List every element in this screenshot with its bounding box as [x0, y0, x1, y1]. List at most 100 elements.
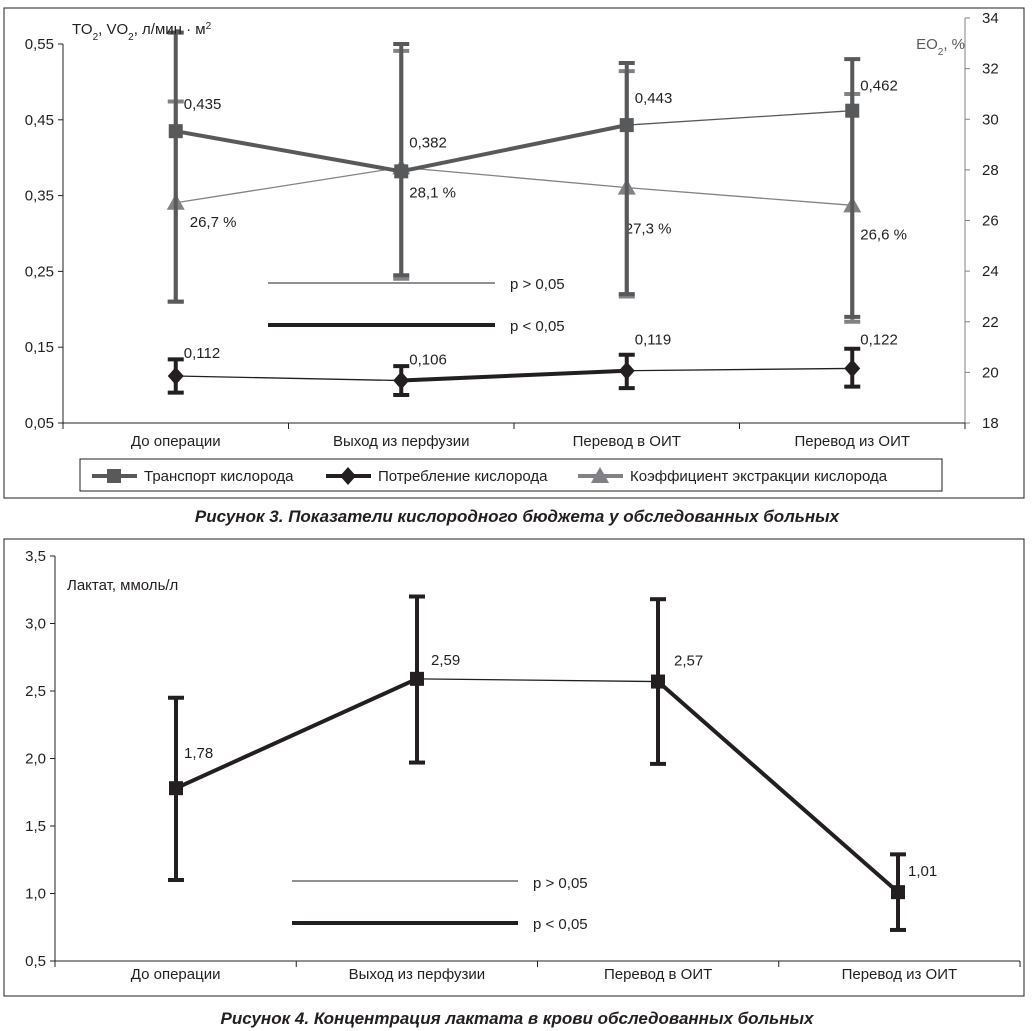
- left-tick-label: 0,25: [25, 263, 54, 280]
- series-segment: [626, 186, 853, 206]
- figure-4-significance-key: p > 0,05 p < 0,05: [292, 875, 588, 933]
- figure-4-series: 1,78 2,59 2,57 1,01: [168, 594, 937, 932]
- data-label: 1,78: [184, 745, 213, 762]
- data-label: 2,59: [431, 652, 460, 669]
- data-label: 0,462: [860, 78, 898, 95]
- left-tick-label: 0,05: [25, 415, 54, 432]
- figure-3-left-axis-label: TO2, VO2, л/мин · м2: [72, 21, 212, 43]
- key-thick-label: p < 0,05: [510, 318, 565, 335]
- key-thin-label: p > 0,05: [510, 276, 565, 293]
- legend-entry-label: Коэффициент экстракции кислорода: [630, 468, 888, 485]
- data-point-marker: [167, 367, 184, 386]
- data-label: 0,106: [409, 352, 447, 369]
- figure-3-significance-key: p > 0,05 p < 0,05: [268, 276, 565, 335]
- data-point-marker: [169, 781, 183, 796]
- series-segment: [656, 680, 900, 894]
- left-tick-label: 0,35: [25, 188, 54, 205]
- y-tick-label: 3,5: [25, 548, 46, 565]
- right-tick-label: 20: [982, 364, 999, 381]
- x-tick-label: До операции: [131, 966, 221, 983]
- data-point-marker: [845, 103, 860, 118]
- data-point-marker: [891, 885, 905, 900]
- left-tick-label: 0,45: [25, 112, 54, 129]
- data-label: 26,7 %: [190, 214, 237, 231]
- right-tick-label: 28: [982, 162, 999, 179]
- legend-entry-label: Потребление кислорода: [378, 468, 548, 485]
- error-bar: [167, 30, 184, 304]
- legend-swatch-marker: [591, 467, 609, 483]
- data-label: 0,112: [184, 345, 220, 362]
- data-point-marker: [619, 118, 634, 133]
- data-label: 1,01: [908, 863, 937, 880]
- figure-4-frame: [3, 538, 1025, 997]
- key-thick-label: p < 0,05: [533, 916, 588, 933]
- key-thin-label: p > 0,05: [533, 875, 588, 892]
- y-tick-label: 0,5: [25, 953, 46, 970]
- figure-4-caption: Рисунок 4. Концентрация лактата в крови …: [221, 1009, 815, 1028]
- series-segment: [400, 123, 628, 174]
- data-point-marker: [618, 361, 635, 380]
- data-point-marker: [844, 359, 861, 378]
- x-tick-label: До операции: [131, 433, 221, 450]
- right-tick-label: 18: [982, 415, 999, 432]
- figure-4-axes: 0,5 1,0 1,5 2,0 2,5 3,0 3,5 До операции Выход из…: [25, 548, 1021, 983]
- data-point-marker: [168, 124, 183, 139]
- y-tick-label: 1,0: [25, 886, 46, 903]
- error-bar: [393, 42, 410, 278]
- data-label: 28,1 %: [409, 184, 456, 201]
- data-label: 0,435: [184, 96, 222, 113]
- data-label: 26,6 %: [860, 226, 907, 243]
- figure-3-axes: 0,05 0,15 0,25 0,35 0,45 0,55 18 20 22 24 26 28 30 32…: [25, 10, 999, 450]
- x-tick-label: Выход из перфузии: [333, 433, 470, 450]
- figure-3-right-axis-label: EO2, %: [916, 36, 965, 58]
- series-lactate: 1,78 2,59 2,57 1,01: [168, 594, 937, 932]
- series-segment: [175, 129, 402, 174]
- right-tick-label: 26: [982, 213, 999, 230]
- x-tick-label: Перевод из ОИТ: [842, 966, 958, 983]
- x-tick-label: Перевод из ОИТ: [794, 433, 910, 450]
- series-segment: [175, 677, 418, 791]
- figure-3-legend: Транспорт кислорода Потребление кислорода…: [79, 458, 943, 492]
- figure-4: 0,5 1,0 1,5 2,0 2,5 3,0 3,5 До операции Выход из…: [3, 538, 1025, 997]
- y-tick-label: 2,0: [25, 751, 46, 768]
- right-tick-label: 30: [982, 111, 999, 128]
- data-point-marker: [394, 164, 409, 179]
- error-bar: [618, 60, 635, 297]
- data-label: 0,119: [635, 332, 671, 349]
- series-segment: [175, 375, 402, 382]
- data-label: 0,443: [635, 90, 673, 107]
- left-tick-label: 0,55: [25, 36, 54, 53]
- series-segment: [626, 110, 853, 126]
- x-tick-label: Выход из перфузии: [349, 966, 486, 983]
- data-label: 27,3 %: [625, 221, 672, 238]
- series-segment: [626, 367, 853, 372]
- series-transport: 0,435 0,382 0,443 0,462: [167, 30, 898, 319]
- data-point-marker: [651, 674, 665, 689]
- legend-swatch-marker: [107, 469, 121, 483]
- legend-frame: [79, 458, 943, 492]
- y-tick-label: 2,5: [25, 683, 46, 700]
- data-point-marker: [393, 371, 410, 390]
- y-tick-label: 3,0: [25, 616, 46, 633]
- legend-entry-label: Транспорт кислорода: [144, 468, 294, 485]
- data-label: 0,382: [409, 134, 447, 151]
- error-bar: [844, 57, 861, 319]
- left-tick-label: 0,15: [25, 339, 54, 356]
- figure-3: 0,05 0,15 0,25 0,35 0,45 0,55 18 20 22 24 26 28 30 32…: [3, 7, 1025, 499]
- series-segment: [416, 678, 659, 683]
- data-point-marker: [410, 671, 424, 686]
- series-consumption: 0,112 0,106 0,119 0,122: [167, 331, 898, 397]
- series-segment: [401, 166, 627, 189]
- x-tick-label: Перевод в ОИТ: [604, 966, 712, 983]
- data-label: 0,122: [860, 331, 898, 348]
- series-segment: [175, 166, 402, 204]
- x-tick-label: Перевод в ОИТ: [573, 433, 681, 450]
- right-tick-label: 34: [982, 10, 999, 27]
- right-tick-label: 24: [982, 263, 999, 280]
- right-tick-label: 22: [982, 314, 999, 331]
- figure-4-axis-label: Лактат, ммоль/л: [67, 577, 178, 594]
- figure-3-series: 26,7 %28,1 %27,3 % 26,6 %0,4350,3820,4430…: [166, 30, 907, 397]
- figure-3-caption: Рисунок 3. Показатели кислородного бюдже…: [195, 507, 841, 526]
- series-segment: [401, 368, 627, 383]
